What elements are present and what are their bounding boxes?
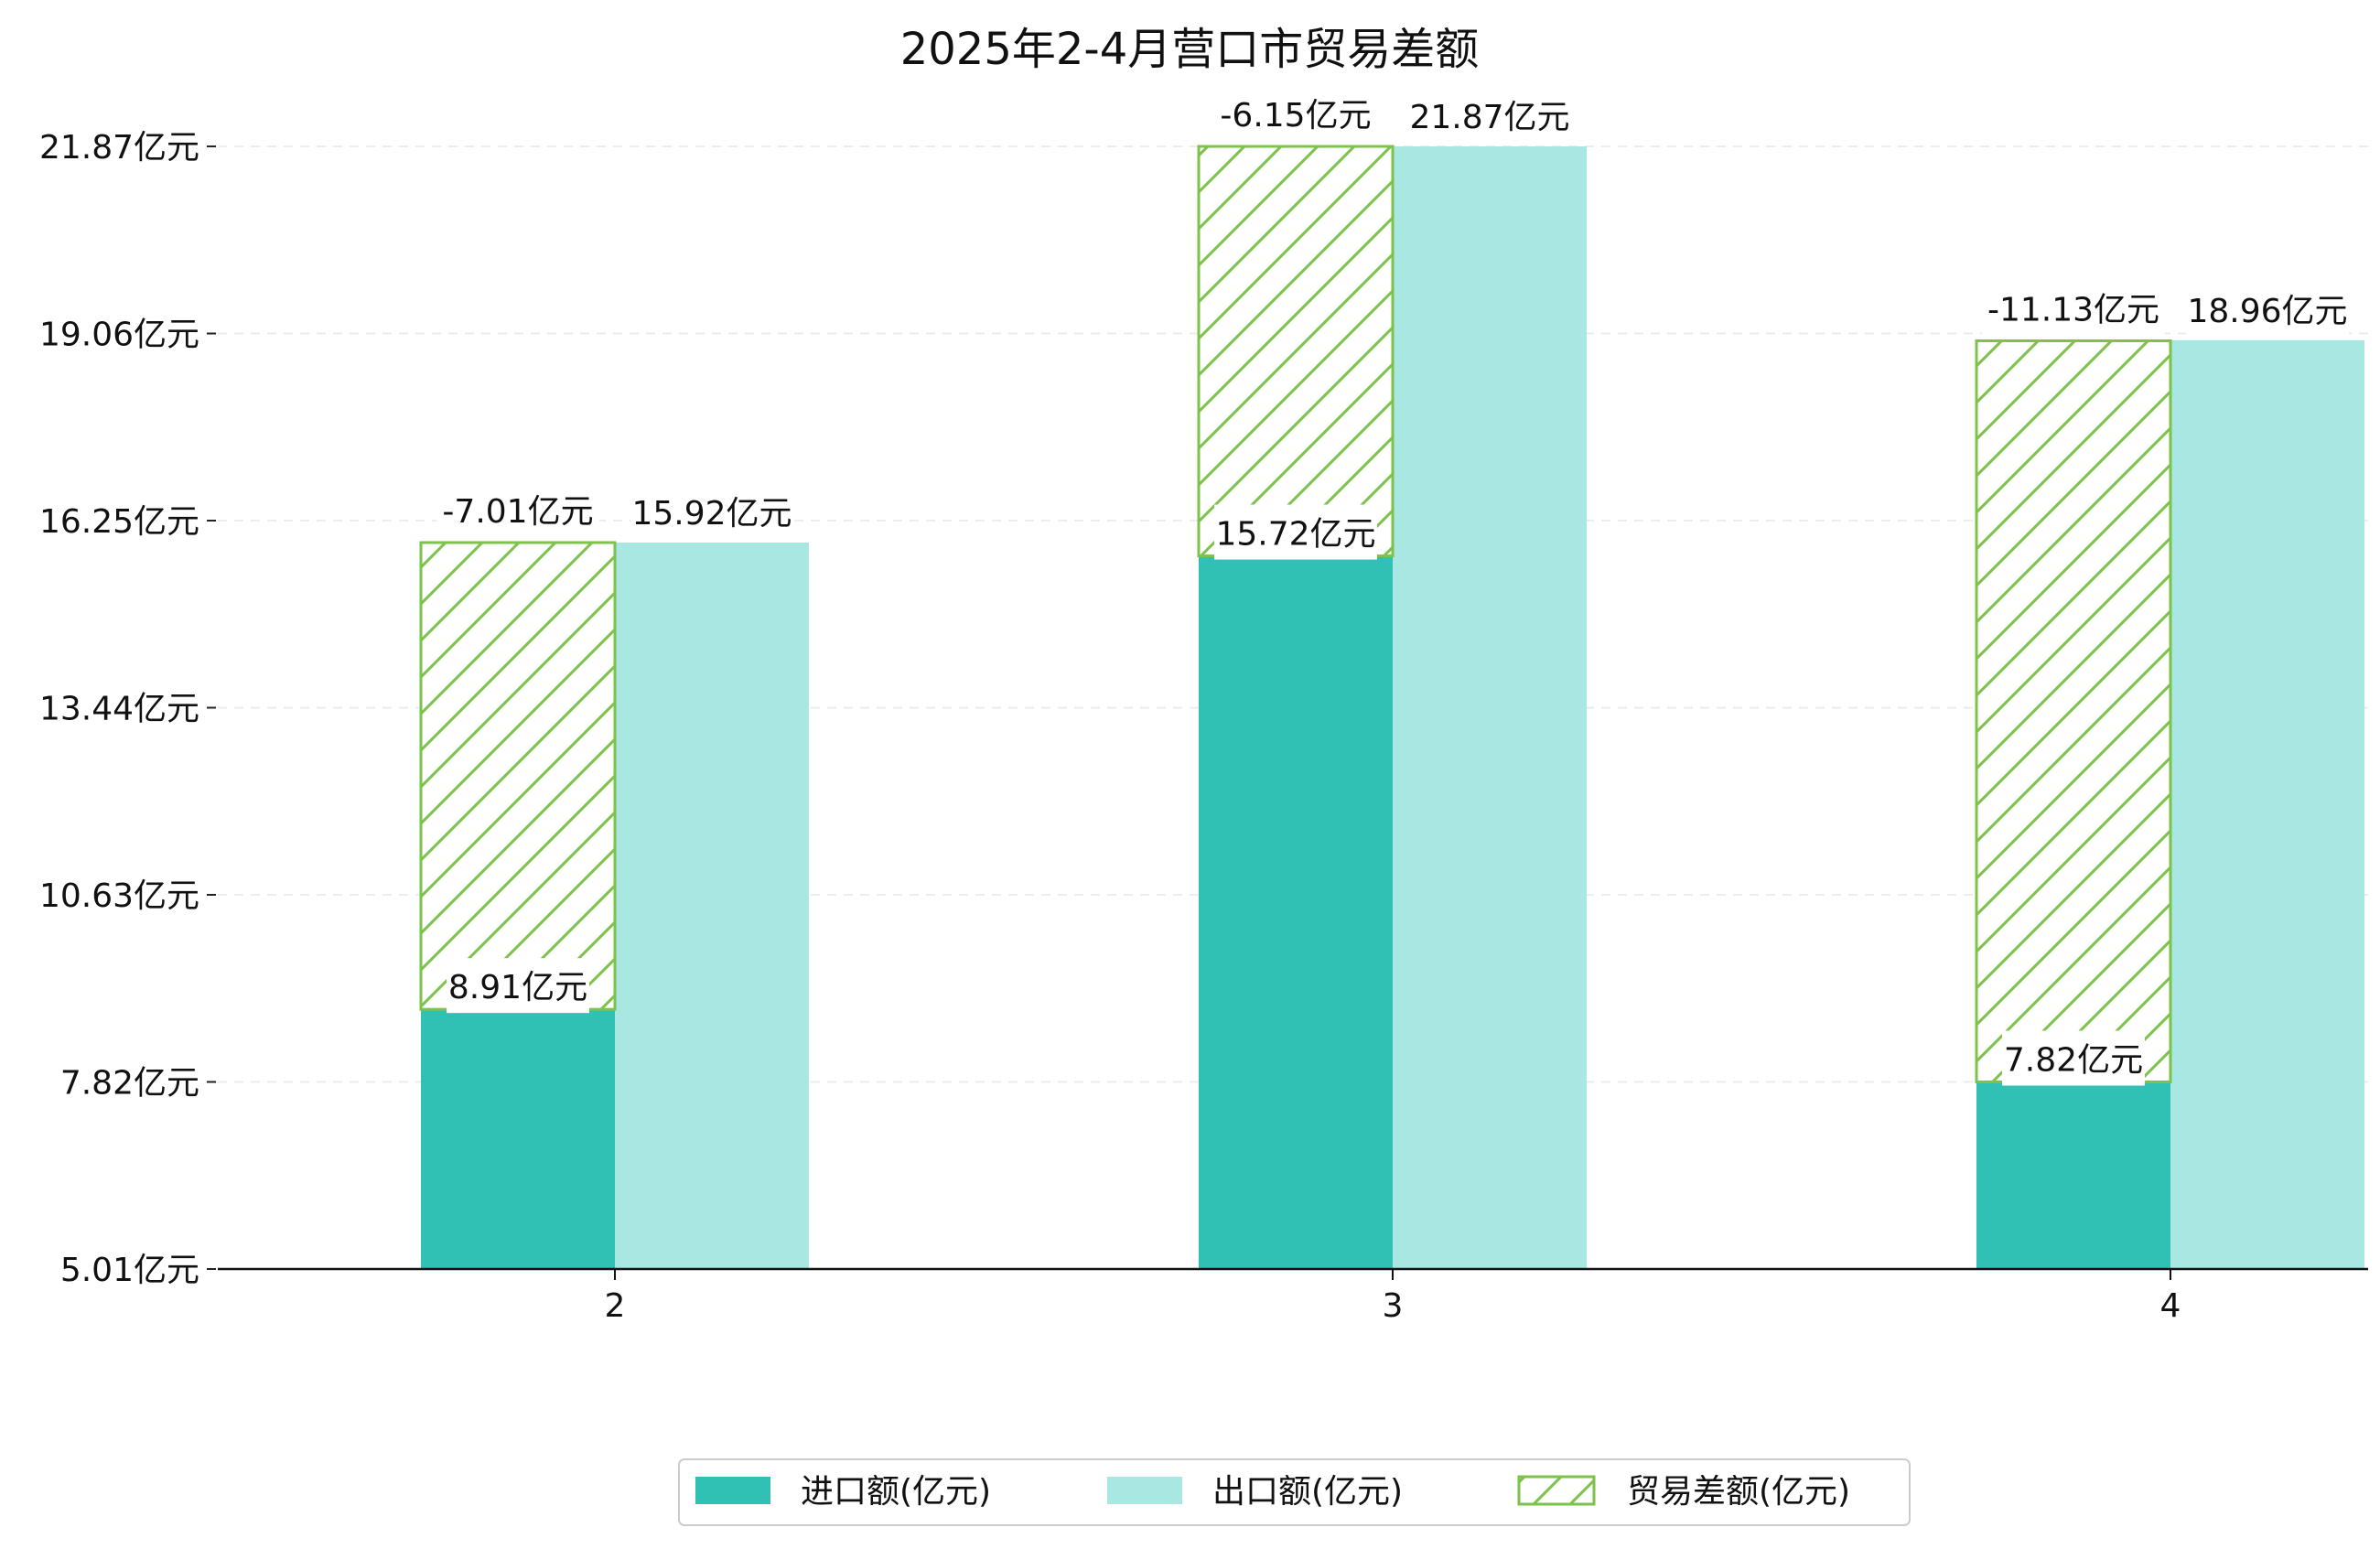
export-value-label-bg <box>2186 281 2349 337</box>
trade-balance-bar <box>1975 339 2172 1084</box>
x-tick-label: 3 <box>1383 1287 1404 1325</box>
legend-swatch-export <box>1107 1477 1182 1504</box>
y-tick-label: 21.87亿元 <box>39 129 199 167</box>
trade-balance-bar <box>1197 145 1395 558</box>
legend-frame <box>678 1458 1911 1526</box>
export-bar <box>1393 146 1587 1269</box>
import-value-label-bg <box>1214 504 1377 560</box>
export-value-label-bg <box>1408 88 1571 143</box>
axes: 5.01亿元 7.82亿元 10.63亿元 13.44亿元 16.25亿元 19.06亿元… <box>39 129 2368 1325</box>
import-value-label: 8.91亿元 <box>448 969 587 1006</box>
export-value-label-bg <box>630 484 793 540</box>
data-labels: 8.91亿元 15.92亿元 -7.01亿元 15.72亿元 21.87亿元 -6.15亿… <box>436 86 2349 1086</box>
export-value-label: 18.96亿元 <box>2187 293 2347 330</box>
chart-title: 2025年2-4月营口市贸易差额 <box>900 24 1480 75</box>
import-value-label: 15.72亿元 <box>1215 516 1375 554</box>
legend-label-balance: 贸易差额(亿元) <box>1627 1473 1850 1511</box>
y-tick-label: 5.01亿元 <box>60 1252 199 1289</box>
export-bar <box>615 543 809 1269</box>
y-tick-label: 16.25亿元 <box>39 503 199 541</box>
balance-value-label: -7.01亿元 <box>442 493 593 531</box>
import-value-label-bg <box>2002 1030 2145 1086</box>
import-value-label: 7.82亿元 <box>2004 1042 2143 1080</box>
export-value-label: 21.87亿元 <box>1409 99 1569 136</box>
balance-value-label: -6.15亿元 <box>1220 97 1371 134</box>
y-tick-label: 19.06亿元 <box>39 317 199 354</box>
y-tick-label: 7.82亿元 <box>60 1065 199 1103</box>
import-bar <box>421 1009 615 1269</box>
balance-value-label: -11.13亿元 <box>1987 292 2159 329</box>
bars <box>419 145 2364 1269</box>
balance-value-label-bg <box>1214 86 1377 141</box>
balance-value-label-bg <box>1982 280 2165 336</box>
y-tick-label: 10.63亿元 <box>39 877 199 915</box>
trade-balance-bar <box>419 541 617 1011</box>
legend-swatch-import <box>695 1477 770 1504</box>
export-value-label: 15.92亿元 <box>631 495 792 532</box>
import-bar <box>1976 1081 2170 1269</box>
export-bar <box>2170 339 2364 1269</box>
import-value-label-bg <box>447 958 589 1014</box>
legend: 进口额(亿元) 出口额(亿元) 贸易差额(亿元) <box>678 1458 1911 1526</box>
legend-swatch-balance <box>1517 1475 1596 1506</box>
import-bar <box>1199 555 1393 1269</box>
legend-label-export: 出口额(亿元) <box>1212 1473 1403 1511</box>
balance-value-label-bg <box>436 482 599 538</box>
y-tick-label: 13.44亿元 <box>39 691 199 728</box>
x-tick-label: 4 <box>2160 1287 2181 1325</box>
x-tick-label: 2 <box>605 1287 626 1325</box>
legend-label-import: 进口额(亿元) <box>801 1473 991 1511</box>
